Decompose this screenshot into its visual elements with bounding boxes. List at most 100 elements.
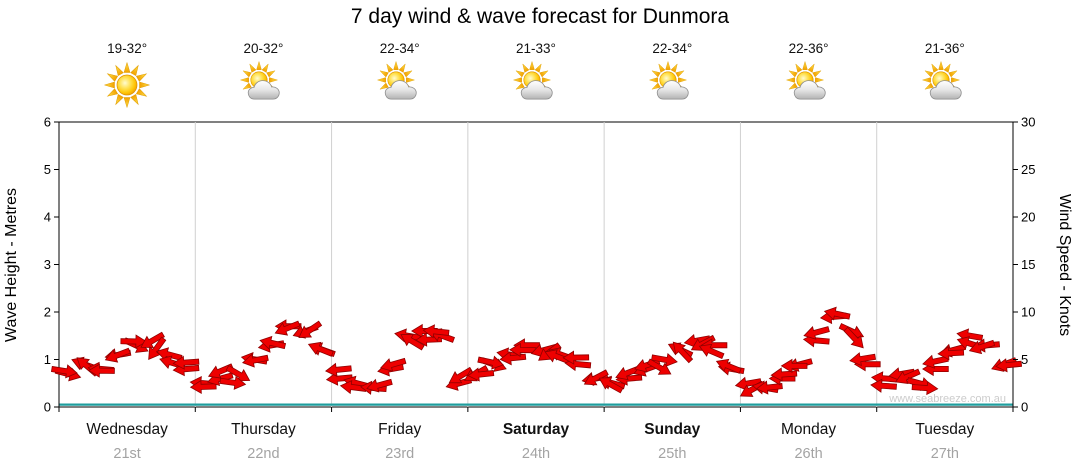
wind-arrow: [823, 306, 851, 321]
day-header-wednesday: 19-32°: [82, 41, 172, 116]
cloud-icon: [248, 80, 281, 100]
wind-arrow: [148, 336, 167, 360]
wind-arrow: [366, 378, 393, 393]
day-name-label: Wednesday: [86, 421, 168, 438]
temp-range: 22-34°: [652, 41, 693, 56]
day-header-saturday: 21-33°: [491, 41, 581, 116]
cloud-icon: [384, 80, 417, 100]
wind-arrow: [651, 352, 678, 367]
wind-arrow: [172, 355, 200, 370]
day-name-label: Saturday: [503, 421, 570, 438]
day-date-label: 22nd: [247, 446, 279, 462]
temp-range: 19-32°: [107, 41, 148, 56]
wind-arrow: [467, 367, 495, 382]
wind-arrow: [120, 334, 148, 349]
wind-arrow: [241, 353, 269, 368]
sun-icon: [103, 61, 151, 109]
partly-cloudy-icon: [649, 60, 689, 100]
wind-arrow: [598, 377, 624, 394]
day-name-label: Monday: [781, 421, 836, 438]
wind-arrow: [583, 369, 609, 386]
cloud-icon: [657, 80, 689, 100]
partly-cloudy-icon: [240, 60, 281, 100]
wind-arrow: [400, 334, 425, 351]
day-header-monday: 22-36°: [764, 41, 854, 116]
forecast-plot: www.seabreeze.com.au 0 1 2 3 4 5 6 0 5 10 15 20 25 30 W…: [3, 115, 1073, 462]
day-header-tuesday: 21-36°: [900, 41, 990, 116]
wind-arrow: [225, 365, 251, 382]
wind-arrow: [895, 368, 921, 384]
wind-arrow: [780, 358, 808, 374]
wind-arrow: [88, 363, 115, 378]
wind-arrow: [298, 320, 323, 338]
right-tick-label: 0: [1021, 400, 1028, 415]
wind-arrow: [422, 324, 450, 339]
temp-range: 22-36°: [788, 41, 829, 56]
wind-arrows: [50, 306, 1023, 397]
day-name-label: Thursday: [231, 421, 296, 438]
wind-arrow: [325, 371, 353, 386]
temp-range: 21-33°: [516, 41, 556, 56]
temp-range: 21-36°: [924, 41, 965, 56]
wind-arrow: [870, 378, 897, 393]
wind-arrow: [219, 375, 247, 390]
left-tick-label: 5: [44, 162, 51, 177]
right-tick-label: 30: [1021, 115, 1035, 130]
wind-arrow: [646, 358, 672, 375]
day-date-label: 25th: [658, 446, 686, 462]
temp-range: 20-32°: [243, 41, 284, 56]
wind-arrow: [104, 347, 131, 363]
y-axis-left-label: Wave Height - Metres: [3, 188, 20, 342]
wind-arrow: [843, 326, 864, 349]
day-name-label: Sunday: [644, 421, 700, 438]
wind-arrow: [509, 342, 536, 358]
left-tick-label: 3: [44, 257, 51, 272]
left-tick-label: 2: [44, 305, 51, 320]
left-tick-label: 1: [44, 352, 51, 367]
wind-arrow: [259, 335, 287, 350]
right-tick-label: 20: [1021, 210, 1035, 225]
day-date-label: 24th: [522, 446, 550, 462]
right-tick-label: 15: [1021, 257, 1035, 272]
wind-arrow: [715, 358, 742, 374]
right-tick-label: 25: [1021, 162, 1035, 177]
cloud-icon: [793, 80, 826, 100]
sunny-icon: [103, 61, 151, 109]
day-header-friday: 22-34°: [355, 41, 445, 116]
wind-arrow: [672, 341, 694, 364]
partly-cloudy-icon: [512, 60, 553, 100]
day-name-label: Friday: [378, 421, 421, 438]
day-header-thursday: 20-32°: [218, 41, 308, 116]
wind-arrow: [274, 320, 301, 336]
wind-arrow: [911, 380, 939, 396]
wind-arrow: [562, 350, 590, 365]
left-tick-label: 6: [44, 115, 51, 130]
right-tick-label: 10: [1021, 305, 1035, 320]
day-header-sunday: 22-34°: [627, 41, 717, 116]
wind-arrow: [849, 352, 877, 367]
wind-arrow: [937, 346, 965, 361]
partly-cloudy-icon: [921, 60, 962, 100]
left-tick-label: 4: [44, 210, 51, 225]
wind-arrow: [207, 363, 234, 379]
wind-arrow: [968, 339, 996, 355]
left-tick-label: 0: [44, 400, 51, 415]
partly-cloudy-icon: [376, 60, 417, 100]
day-headers: 19-32° 20-32° 22-34° 21-33° 22-34° 22-36° 21-3…: [0, 0, 1080, 115]
day-name-label: Tuesday: [915, 421, 974, 438]
wind-arrow: [379, 357, 407, 372]
day-date-label: 23rd: [385, 446, 414, 462]
right-tick-label: 5: [1021, 352, 1028, 367]
temp-range: 22-34°: [379, 41, 420, 56]
wind-arrow: [325, 362, 352, 377]
day-date-label: 21st: [113, 446, 140, 462]
wind-arrow: [698, 343, 725, 360]
watermark-text: www.seabreeze.com.au: [888, 393, 1006, 405]
y-axis-right-label: Wind Speed - Knots: [1056, 194, 1073, 336]
wind-arrow: [307, 341, 334, 357]
wind-arrow: [803, 326, 830, 340]
wind-arrow: [995, 358, 1023, 373]
day-date-label: 26th: [794, 446, 822, 462]
wind-arrow: [477, 355, 505, 370]
